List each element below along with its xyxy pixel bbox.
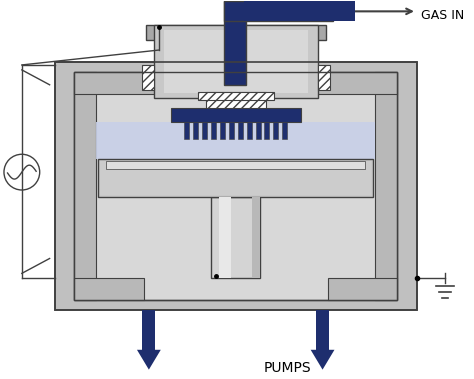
Bar [316, 310, 329, 350]
Text: PUMPS: PUMPS [264, 360, 311, 374]
Bar [100, 161, 371, 195]
Bar [318, 65, 329, 90]
Bar [184, 122, 189, 139]
Bar [193, 122, 198, 139]
Bar [211, 197, 260, 278]
Bar [224, 2, 334, 21]
Bar [375, 72, 397, 300]
Bar [164, 30, 308, 93]
Bar [252, 197, 260, 278]
Bar [211, 122, 216, 139]
Bar [229, 122, 234, 139]
Text: GAS IN: GAS IN [421, 9, 464, 22]
Bar [283, 122, 287, 139]
Bar [154, 25, 318, 98]
Bar [220, 122, 225, 139]
Polygon shape [310, 350, 335, 370]
Bar [246, 122, 252, 139]
Bar [55, 62, 417, 310]
Bar [142, 310, 155, 350]
Bar [74, 278, 144, 300]
Bar [171, 108, 301, 122]
Bar [96, 122, 375, 159]
Bar [273, 122, 278, 139]
Bar [146, 25, 326, 40]
Bar [98, 159, 373, 197]
Bar [255, 122, 261, 139]
Bar [264, 122, 269, 139]
Bar [74, 72, 96, 300]
Bar [207, 92, 266, 111]
Bar [74, 72, 397, 300]
Bar [219, 197, 231, 278]
Bar [202, 122, 207, 139]
Bar [74, 72, 397, 300]
Bar [244, 2, 356, 21]
Bar [106, 161, 365, 169]
Bar [55, 62, 417, 310]
Bar [74, 72, 397, 94]
Bar [142, 65, 154, 90]
Bar [199, 92, 274, 100]
Bar [224, 2, 246, 85]
Bar [328, 278, 397, 300]
Polygon shape [137, 350, 161, 370]
Bar [237, 122, 243, 139]
